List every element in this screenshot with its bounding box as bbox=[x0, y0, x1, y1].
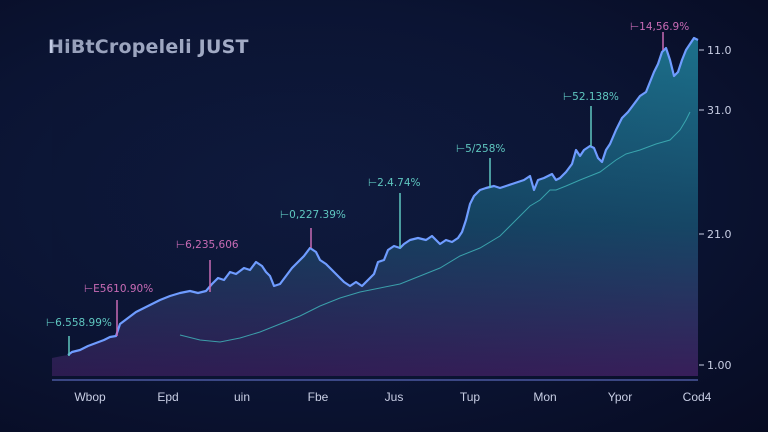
x-tick-label: Ypor bbox=[608, 390, 632, 404]
secondary-series-line bbox=[179, 111, 691, 343]
y-tick-label: 31.0 bbox=[707, 104, 732, 117]
annotation-3: ⊢6,235,606 bbox=[176, 239, 239, 292]
y-axis: 11.0 31.0 21.0 1.00 bbox=[699, 44, 732, 372]
x-tick-label: uin bbox=[234, 390, 250, 404]
svg-text:⊢5/258%: ⊢5/258% bbox=[456, 143, 505, 155]
x-axis-labels: Wbop Epd uin Fbe Jus Tup Mon Ypor Cod4 bbox=[74, 390, 711, 404]
x-tick-label: Wbop bbox=[74, 390, 106, 404]
x-tick-label: Fbe bbox=[308, 390, 329, 404]
svg-text:⊢2.4.74%: ⊢2.4.74% bbox=[368, 177, 421, 189]
annotation-6: ⊢5/258% bbox=[456, 143, 505, 188]
svg-text:⊢E5610.90%: ⊢E5610.90% bbox=[84, 283, 153, 295]
y-tick-label: 21.0 bbox=[707, 228, 732, 241]
x-tick-label: Cod4 bbox=[683, 390, 712, 404]
svg-text:⊢6.558.99%: ⊢6.558.99% bbox=[46, 317, 112, 329]
annotation-4: ⊢0,227.39% bbox=[280, 209, 346, 248]
annotation-8: ⊢14,56.9% bbox=[630, 21, 689, 50]
y-tick-label: 1.00 bbox=[707, 359, 732, 372]
annotation-2: ⊢E5610.90% bbox=[84, 283, 153, 336]
x-tick-label: Tup bbox=[460, 390, 481, 404]
annotation-1: ⊢6.558.99% bbox=[46, 317, 112, 356]
area-shade bbox=[52, 30, 698, 376]
svg-text:⊢52.138%: ⊢52.138% bbox=[563, 91, 619, 103]
main-series-line bbox=[67, 36, 699, 356]
x-tick-label: Epd bbox=[157, 390, 178, 404]
y-tick-label: 11.0 bbox=[707, 44, 732, 57]
svg-text:⊢6,235,606: ⊢6,235,606 bbox=[176, 239, 239, 251]
annotation-5: ⊢2.4.74% bbox=[368, 177, 421, 248]
x-tick-label: Mon bbox=[533, 390, 556, 404]
svg-text:⊢0,227.39%: ⊢0,227.39% bbox=[280, 209, 346, 221]
svg-text:⊢14,56.9%: ⊢14,56.9% bbox=[630, 21, 689, 33]
x-tick-label: Jus bbox=[385, 390, 404, 404]
annotation-7: ⊢52.138% bbox=[563, 91, 619, 146]
